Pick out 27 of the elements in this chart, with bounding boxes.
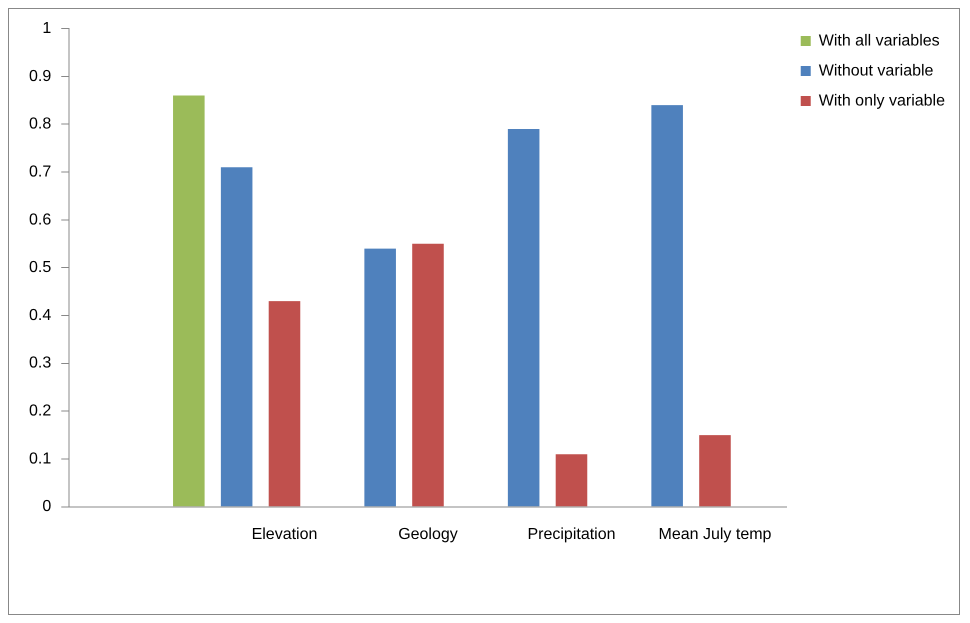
- y-tick-label: 0.7: [28, 163, 52, 180]
- y-tick-label: 0.6: [28, 211, 52, 228]
- bar: [268, 301, 300, 506]
- y-tick-label: 1: [42, 20, 52, 38]
- y-tick-label: 0.5: [28, 259, 52, 276]
- legend-label: With only variable: [818, 92, 946, 110]
- y-tick-label: 0: [42, 498, 52, 516]
- bar: [508, 129, 540, 506]
- bar: [651, 105, 683, 506]
- bar: [220, 167, 252, 506]
- y-tick-label: 0.2: [28, 402, 52, 420]
- y-tick-label: 0.3: [28, 354, 52, 372]
- bar: [699, 435, 731, 506]
- x-tick-label: Mean July temp: [658, 526, 772, 543]
- legend-label: With all variables: [818, 32, 940, 50]
- legend-label: Without variable: [818, 62, 934, 80]
- x-tick-label: Precipitation: [527, 526, 616, 543]
- bar: [412, 244, 444, 506]
- bar: [556, 454, 588, 506]
- y-tick-label: 0.9: [28, 68, 52, 85]
- y-tick-label: 0.1: [28, 450, 52, 468]
- x-tick-label: Elevation: [252, 526, 318, 543]
- x-tick-label: Geology: [398, 526, 458, 543]
- y-tick-label: 0.4: [28, 306, 52, 324]
- y-tick-label: 0.8: [28, 116, 52, 133]
- bar: [364, 248, 396, 506]
- bar: [173, 96, 205, 506]
